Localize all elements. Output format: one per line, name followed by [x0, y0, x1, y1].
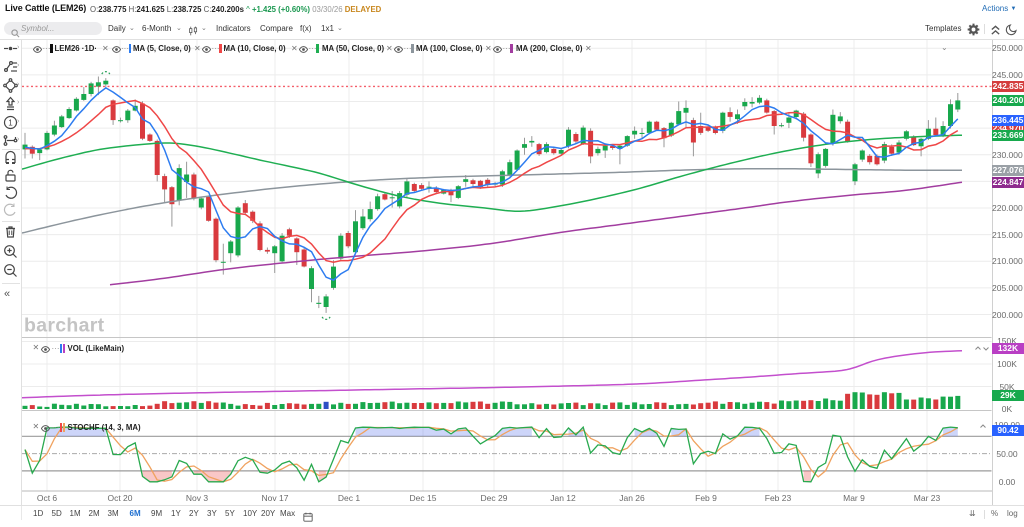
svg-text:1: 1: [8, 119, 13, 128]
svg-text:barchart: barchart: [24, 315, 105, 337]
